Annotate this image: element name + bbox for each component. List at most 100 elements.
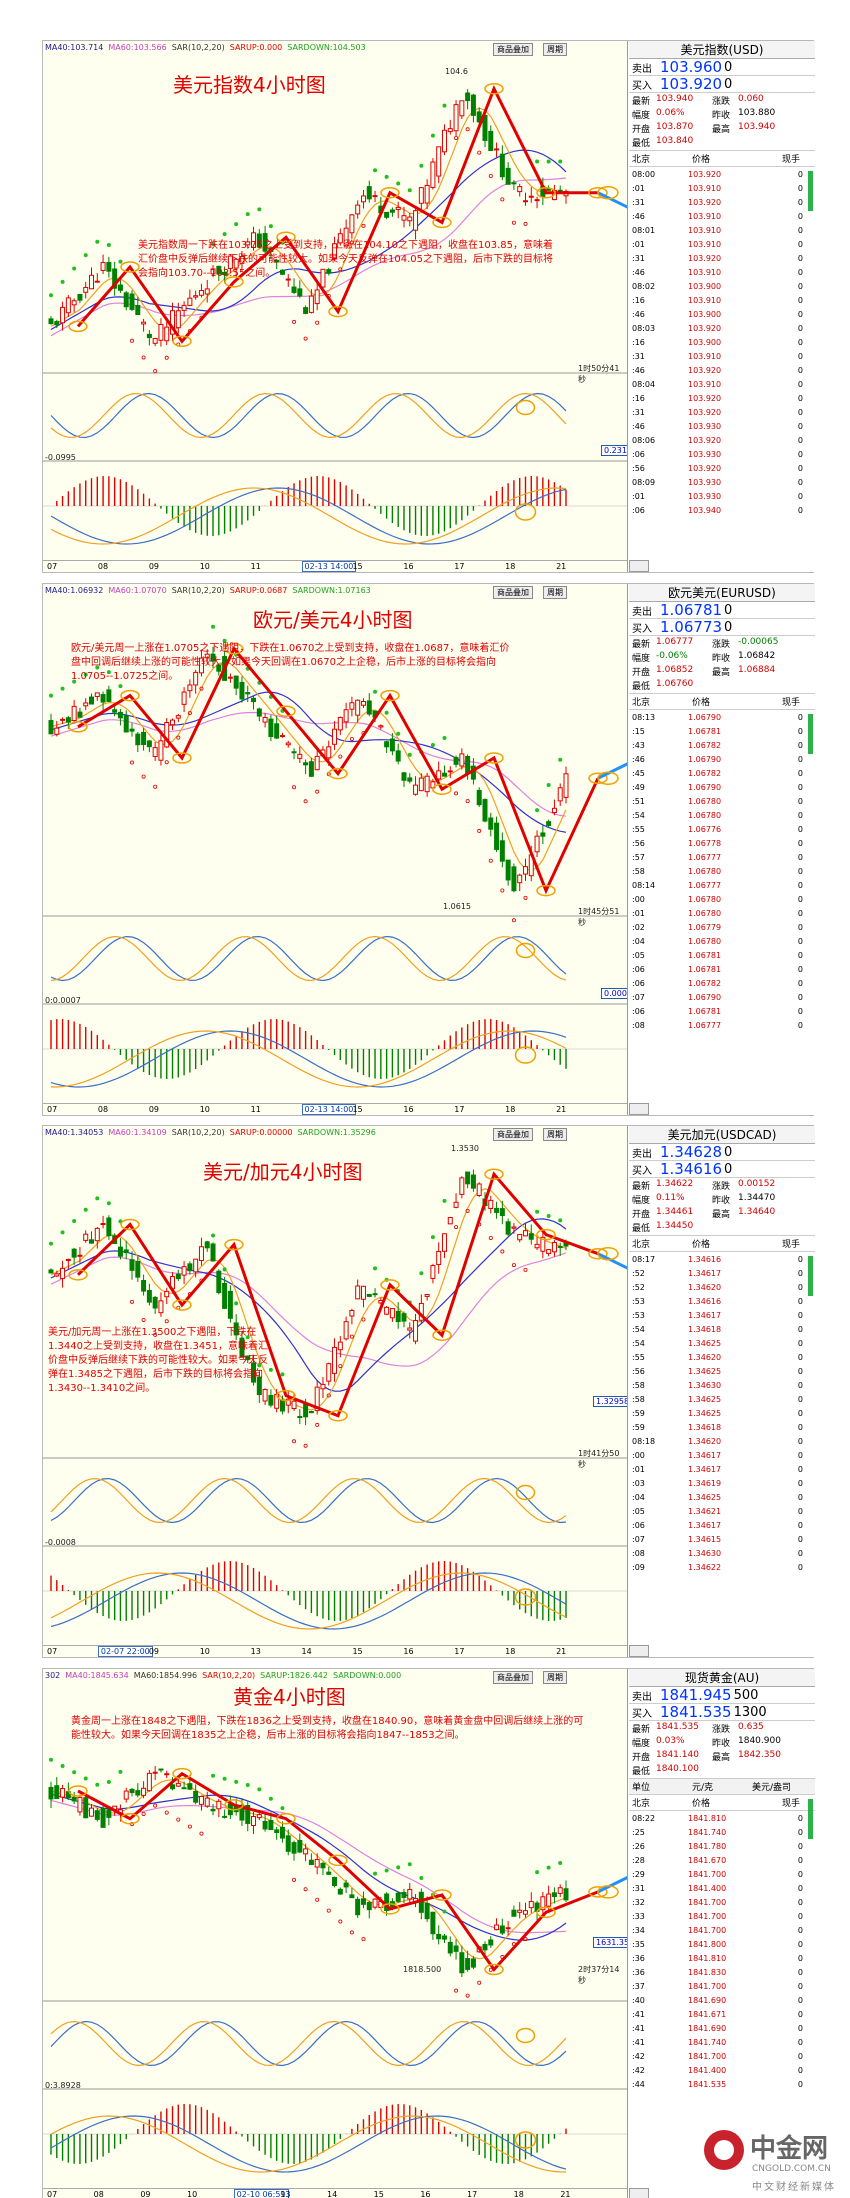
sar-dot: [292, 1439, 297, 1444]
tick-price: 1.34620: [688, 1282, 722, 1292]
candle: [488, 817, 494, 830]
tick-list[interactable]: 08:17 1.34616 0:52 1.34617 0:52 1.34620 0:53 1.…: [629, 1252, 815, 1574]
tick-volume: 0: [797, 407, 803, 417]
tick-row: :36 1841.830 0: [629, 1965, 815, 1979]
candle: [135, 1790, 141, 1796]
ticks-header: 北京 价格 现手: [629, 694, 815, 710]
unit-selector[interactable]: 单位 元/克 美元/盎司: [629, 1779, 815, 1795]
tick-time: :31: [632, 197, 645, 207]
swing-point-circle: [588, 1247, 608, 1260]
period-button[interactable]: 周期: [543, 586, 567, 599]
tick-price: 103.920: [688, 253, 722, 263]
period-button[interactable]: 周期: [543, 1128, 567, 1141]
tick-row: :58 1.34625 0: [629, 1392, 815, 1406]
osc-signal-line: [50, 935, 567, 982]
tick-price: 103.930: [688, 477, 722, 487]
unit-option[interactable]: 美元/盎司: [752, 1783, 792, 1793]
candle: [158, 1768, 164, 1771]
sar-dot: [60, 686, 65, 691]
candle: [326, 746, 332, 759]
quote-panel: 现货黄金(AU) 卖出 1841.945 500 买入 1841.535 1300 最新 184…: [629, 1669, 815, 2198]
sell-row[interactable]: 卖出 1.06781 0: [629, 601, 815, 619]
swing-point-circle: [328, 1409, 348, 1422]
quote-tab-button[interactable]: [629, 560, 649, 572]
tick-row: :58 1.34630 0: [629, 1378, 815, 1392]
sar-dot: [558, 159, 563, 164]
stat-value: 1.34622: [656, 1179, 694, 1189]
overlay-button[interactable]: 商品叠加: [493, 1671, 533, 1684]
candle: [395, 750, 401, 762]
chart-area[interactable]: MA40:103.714 MA60:103.566 SAR(10,2,20) SARU…: [43, 41, 628, 572]
scrollbar-thumb[interactable]: [808, 1799, 813, 1839]
scrollbar-thumb[interactable]: [808, 714, 813, 754]
buy-row[interactable]: 买入 103.920 0: [629, 75, 815, 93]
sar-dot: [349, 1930, 354, 1935]
tick-list[interactable]: 08:22 1841.810 0:25 1841.740 0:26 1841.780 0:2…: [629, 1811, 815, 2091]
buy-row[interactable]: 买入 1841.535 1300: [629, 1703, 815, 1721]
scrollbar-thumb[interactable]: [808, 171, 813, 211]
candle: [308, 1859, 314, 1865]
sell-row[interactable]: 卖出 1841.945 500: [629, 1686, 815, 1704]
period-button[interactable]: 周期: [543, 1671, 567, 1684]
unit-option[interactable]: 元/克: [692, 1783, 714, 1793]
sell-row[interactable]: 卖出 1.34628 0: [629, 1143, 815, 1161]
stat-value: 1840.900: [738, 1736, 781, 1746]
tick-time: :56: [632, 1366, 645, 1376]
sell-row-price: 1.06781: [660, 601, 723, 619]
overlay-button[interactable]: 商品叠加: [493, 43, 533, 56]
ticks-header-cell: 北京: [632, 1799, 651, 1809]
candle: [418, 187, 424, 204]
instrument-name: 现货黄金(AU): [629, 1669, 815, 1687]
tick-price: 1.34625: [688, 1394, 722, 1404]
overlay-button[interactable]: 商品叠加: [493, 1128, 533, 1141]
candle: [83, 1233, 89, 1241]
candle: [366, 1293, 372, 1297]
tick-row: :58 1.06780 0: [629, 864, 815, 878]
tick-row: :05 1.34621 0: [629, 1504, 815, 1518]
swing-point-circle: [484, 1963, 504, 1976]
sar-dot: [488, 174, 493, 179]
tick-time: :41: [632, 2037, 645, 2047]
sar-dot: [49, 293, 54, 298]
sar-dot: [72, 1770, 77, 1775]
buy-row[interactable]: 买入 1.34616 0: [629, 1160, 815, 1178]
overlay-button[interactable]: 商品叠加: [493, 586, 533, 599]
tick-volume: 0: [797, 782, 803, 792]
tick-time: :01: [632, 183, 645, 193]
unit-option[interactable]: 单位: [632, 1783, 651, 1793]
sar-dot: [477, 150, 482, 155]
bar-countdown: 1时45分51秒: [578, 907, 620, 927]
sar-dot: [222, 1776, 227, 1781]
tick-time: :31: [632, 253, 645, 263]
period-button[interactable]: 周期: [543, 43, 567, 56]
macd-value-box: 0.00041: [601, 988, 627, 999]
tick-price: 1841.535: [688, 2079, 727, 2089]
swing-line: [76, 85, 598, 344]
chart-area[interactable]: MA40:1.34053 MA60:1.34109 SAR(10,2,20) SARU…: [43, 1126, 628, 1657]
sar-dot: [222, 1267, 227, 1272]
x-tick-label: 16: [420, 2190, 431, 2198]
tick-row: :40 1841.690 0: [629, 1993, 815, 2007]
candle: [430, 161, 436, 188]
tick-volume: 0: [797, 449, 803, 459]
tick-time: :00: [632, 894, 645, 904]
tick-list[interactable]: 08:13 1.06790 0:15 1.06781 0:43 1.06782 0:46 1.…: [629, 710, 815, 1032]
indicator-label: SARUP:0.000: [229, 43, 283, 52]
sell-row[interactable]: 卖出 103.960 0: [629, 58, 815, 76]
candle: [401, 772, 407, 781]
quote-tab-button[interactable]: [629, 2188, 649, 2198]
tick-price: 1841.690: [688, 1995, 727, 2005]
chart-area[interactable]: 302 MA40:1845.634 MA60:1854.996 SAR(10,2,20…: [43, 1669, 628, 2198]
tick-list[interactable]: 08:00 103.920 0:01 103.910 0:31 103.920 0:46 10…: [629, 167, 815, 517]
candle: [262, 1820, 268, 1830]
candle: [459, 753, 465, 767]
stat-value: 103.940: [656, 94, 694, 104]
swing-point-circle: [380, 1279, 400, 1291]
candle: [303, 762, 309, 766]
quote-tab-button[interactable]: [629, 1645, 649, 1657]
tick-price: 103.920: [688, 197, 722, 207]
chart-area[interactable]: MA40:1.06932 MA60:1.07070 SAR(10,2,20) SARU…: [43, 584, 628, 1115]
scrollbar-thumb[interactable]: [808, 1256, 813, 1296]
buy-row[interactable]: 买入 1.06773 0: [629, 618, 815, 636]
quote-tab-button[interactable]: [629, 1103, 649, 1115]
